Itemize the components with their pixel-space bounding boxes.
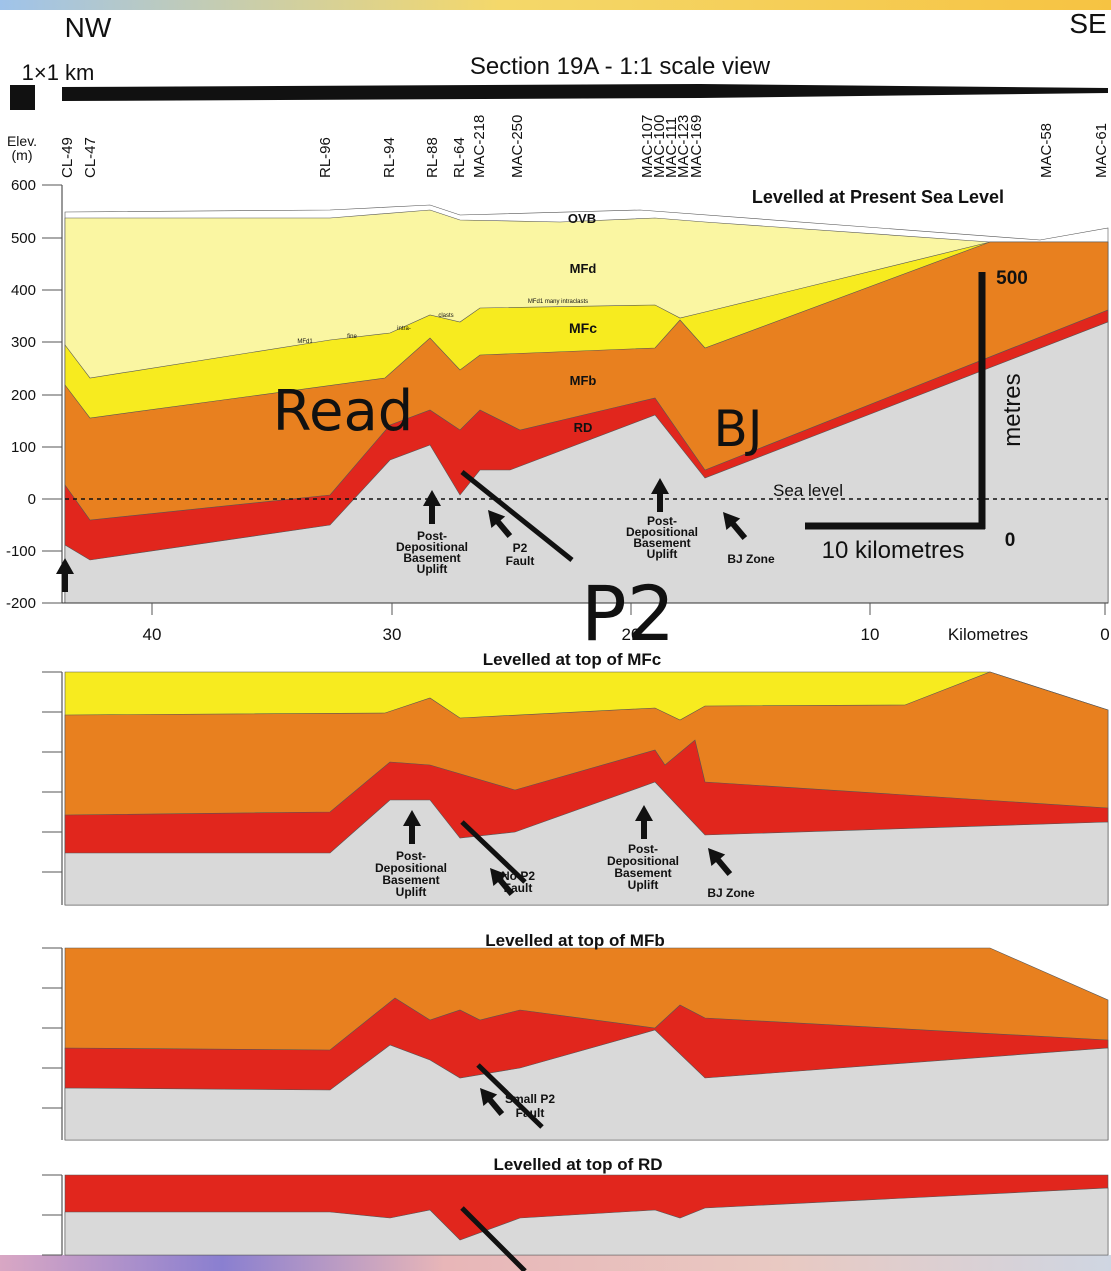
annotation: Uplift [417,562,448,576]
overlay-label: Read [273,379,414,444]
overlay-label: P2 [581,569,675,658]
axis-label: (m) [12,147,33,163]
km-label: 40 [143,625,162,644]
direction-label: SE [1069,8,1106,39]
elevation-label: 300 [11,334,36,351]
elevation-label: 100 [11,439,36,456]
annotation: Uplift [396,885,427,899]
unit-label: MFd [570,261,597,276]
unit-label: OVB [568,211,596,226]
well-label: RL-64 [451,137,468,178]
well-label: MAC-61 [1093,123,1110,178]
scale-label: 0 [1005,530,1016,551]
scale-label: 500 [996,268,1028,289]
well-label: CL-47 [82,137,99,178]
panel-title: Levelled at top of MFb [485,931,664,950]
annotation: Uplift [628,878,659,892]
elevation-label: 200 [11,387,36,404]
note-label: clasts [438,313,453,319]
well-label: RL-94 [381,137,398,178]
scale-bar [62,84,1108,101]
panel-title: Levelled at Present Sea Level [752,187,1004,207]
km-label: 10 [861,625,880,644]
elevation-label: 600 [11,177,36,194]
note-label: MFd1 [297,339,313,345]
km-label: Kilometres [948,625,1028,644]
unit-label: MFd1 many intraclasts [528,299,588,305]
elevation-label: 400 [11,282,36,299]
well-label: MAC-218 [471,115,488,178]
panel-title: Levelled at top of RD [493,1155,662,1174]
scale-label: metres [999,373,1026,446]
well-label: CL-49 [59,137,76,178]
bottom-band [0,1255,1111,1271]
annotation: Fault [504,881,533,895]
well-label: RL-96 [317,137,334,178]
annotation: P2 [513,541,528,555]
annotation: Uplift [647,547,678,561]
direction-label: NW [65,12,112,43]
sea-level-label: Sea level [773,481,843,500]
unit-label: MFb [570,373,597,388]
km-label: 0 [1100,625,1109,644]
cross-section-figure: NWSE1×1 kmSection 19A - 1:1 scale viewEl… [0,0,1111,1271]
elevation-label: 0 [28,491,36,508]
overlay-label: BJ [713,400,762,458]
elevation-label: -100 [6,543,36,560]
unit-label: RD [574,420,593,435]
well-label: MAC-58 [1038,123,1055,178]
scale-label: 10 kilometres [822,537,965,564]
annotation: BJ Zone [707,886,755,900]
scale-label: 1×1 km [22,60,95,85]
annotation: BJ Zone [727,552,775,566]
well-label: MAC-250 [509,115,526,178]
top-band [0,0,1111,10]
section-title: Section 19A - 1:1 scale view [470,53,771,80]
well-label: RL-88 [424,137,441,178]
scale-square [10,85,35,110]
note-label: fine [347,334,357,340]
elevation-label: -200 [6,595,36,612]
annotation: Fault [506,554,535,568]
elevation-label: 500 [11,230,36,247]
note-label: intra- [397,326,411,332]
well-label: MAC-169 [688,115,705,178]
unit-label: MFc [569,320,597,336]
km-label: 30 [383,625,402,644]
